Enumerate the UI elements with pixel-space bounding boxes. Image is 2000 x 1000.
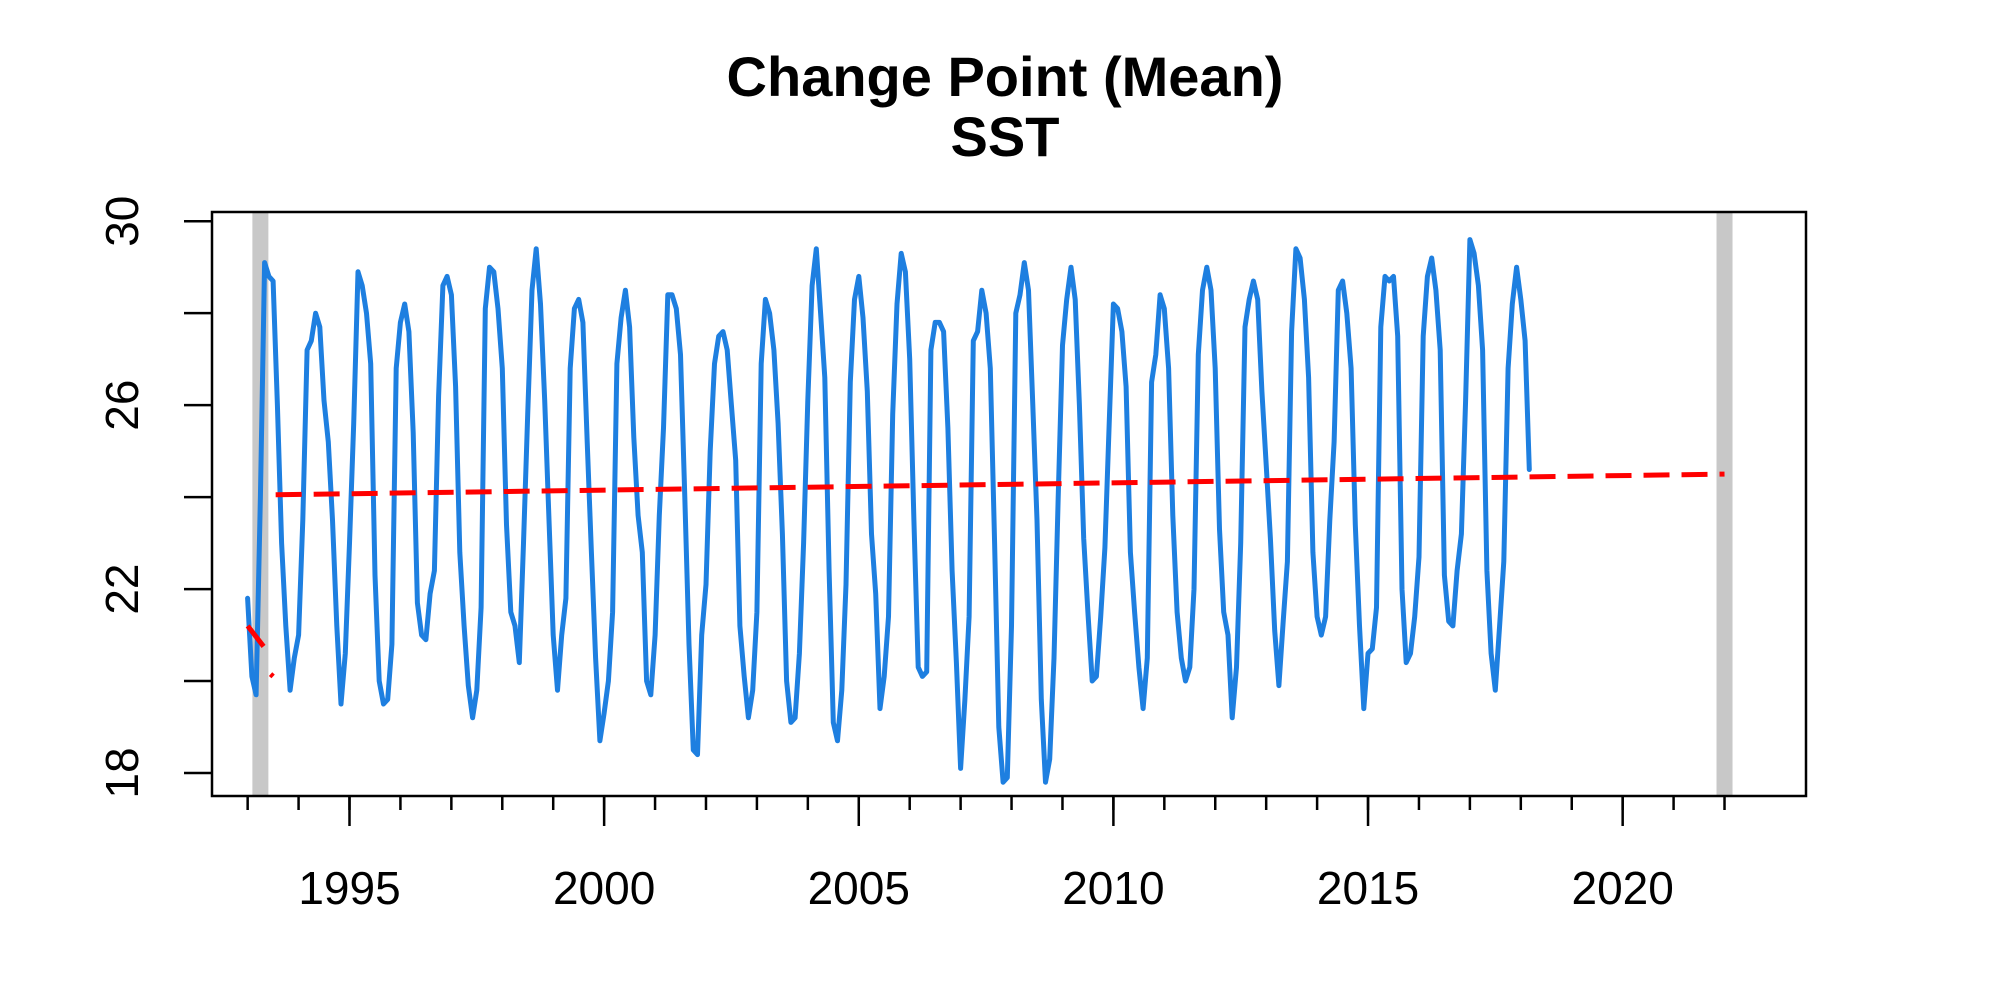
y-tick-label-2: 26 <box>96 380 148 431</box>
change-point-layer <box>245 471 1725 679</box>
observed-series-line-0 <box>245 237 1532 785</box>
chart-title: Change Point (Mean) <box>727 45 1284 108</box>
x-axis: 1995 2000 2005 2010 2015 2020 <box>246 796 1726 914</box>
observed-series-layer <box>245 237 1532 785</box>
plot-frame <box>210 210 1808 798</box>
x-tick-label-5: 2020 <box>1571 862 1673 914</box>
y-axis: 18 22 26 30 <box>96 196 212 799</box>
x-tick-label-3: 2010 <box>1062 862 1164 914</box>
chart-subtitle: SST <box>951 105 1060 168</box>
segment-mean-line-1 <box>268 672 275 679</box>
y-tick-label-3: 30 <box>96 196 148 247</box>
x-tick-label-1: 2000 <box>553 862 655 914</box>
segment-mean-line-0 <box>245 624 268 651</box>
x-tick-label-2: 2005 <box>808 862 910 914</box>
x-tick-label-4: 2015 <box>1317 862 1419 914</box>
segment-mean-line-2 <box>275 471 1725 498</box>
x-tick-label-0: 1995 <box>298 862 400 914</box>
y-tick-label-0: 18 <box>96 747 148 798</box>
y-tick-label-1: 22 <box>96 563 148 614</box>
